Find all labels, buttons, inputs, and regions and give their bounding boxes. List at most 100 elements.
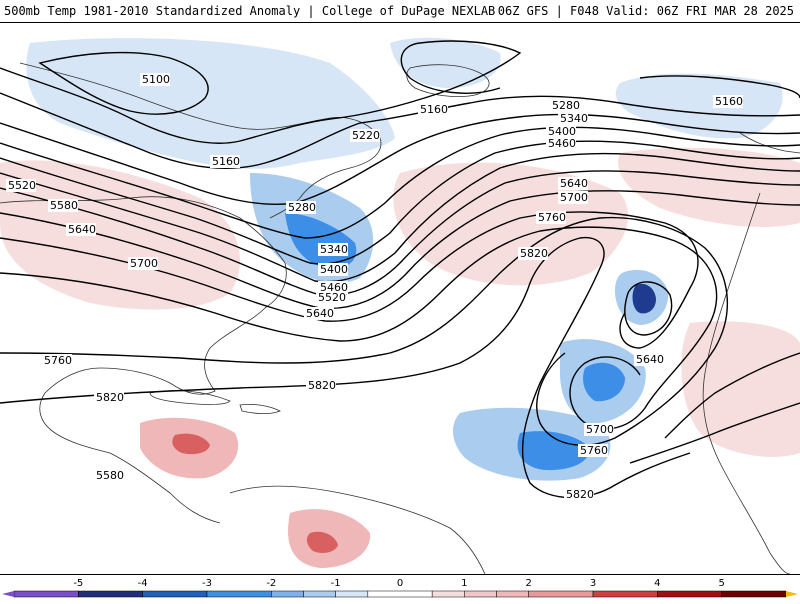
contour-label: 5760 [42, 354, 72, 367]
colorbar-tick-label: -5 [73, 578, 83, 589]
cold-anomaly-south-core [517, 431, 590, 471]
contour-5640-cutoff [624, 281, 673, 336]
colorbar-tick-label: 1 [461, 578, 467, 589]
contour-label: 5280 [286, 201, 316, 214]
svg-text:5220: 5220 [352, 129, 380, 142]
height-contours [0, 40, 800, 499]
africa-coast [702, 192, 791, 574]
colorbar-bin [592, 590, 658, 598]
svg-text:5280: 5280 [552, 99, 580, 112]
colorbar-low-extend [2, 591, 14, 597]
colorbar-tick-label: -1 [331, 578, 341, 589]
warm-anomaly-south-america-core [306, 531, 338, 553]
anomaly-shading [0, 37, 800, 568]
contour-5220 [0, 92, 800, 169]
colorbar-bin [335, 590, 369, 598]
svg-text:5340: 5340 [320, 243, 348, 256]
contour-label: 5220 [350, 129, 380, 142]
svg-text:5640: 5640 [68, 223, 96, 236]
contour-label: 5640 [304, 307, 334, 320]
contour-label: 5520 [316, 291, 346, 304]
colorbar-bin [528, 590, 594, 598]
svg-text:5280: 5280 [288, 201, 316, 214]
colorbar-bin [13, 590, 79, 598]
contour-5160-north [0, 40, 522, 144]
svg-text:5520: 5520 [318, 291, 346, 304]
svg-text:5760: 5760 [44, 354, 72, 367]
contour-label: 5640 [558, 177, 588, 190]
contour-label: 5340 [318, 243, 348, 256]
contour-label: 5640 [634, 353, 664, 366]
contour-label: 5820 [94, 391, 124, 404]
colorbar-bin [142, 590, 208, 598]
svg-text:5760: 5760 [538, 211, 566, 224]
cold-anomaly-north [26, 38, 395, 169]
contour-label: 5400 [318, 263, 348, 276]
map-header: 500mb Temp 1981-2010 Standardized Anomal… [0, 0, 800, 22]
contour-label: 5640 [66, 223, 96, 236]
contour-label: 5160 [713, 95, 743, 108]
colorbar-bin [206, 590, 272, 598]
contour-5280 [0, 113, 800, 205]
contour-5820 [0, 236, 691, 499]
colorbar-tick-label: -2 [266, 578, 276, 589]
svg-text:5580: 5580 [50, 199, 78, 212]
colorbar-tick-label: 5 [718, 578, 724, 589]
contour-label: 5460 [318, 281, 348, 294]
colorbar-bin [271, 590, 304, 598]
svg-text:5700: 5700 [560, 191, 588, 204]
contour-label: 5580 [94, 469, 124, 482]
svg-text:5160: 5160 [715, 95, 743, 108]
contour-5760-east [629, 402, 800, 464]
greenland-coast [406, 64, 490, 97]
colorbar-bin [78, 590, 143, 598]
svg-text:5760: 5760 [580, 444, 608, 457]
contour-label: 5280 [550, 99, 580, 112]
svg-text:5100: 5100 [142, 73, 170, 86]
warm-anomaly-se-us [0, 160, 240, 310]
canada-coast [19, 62, 382, 219]
contour-5520 [0, 170, 800, 297]
contour-5640 [0, 211, 699, 349]
contour-5700 [0, 226, 718, 430]
map-canvas: 5100 5160 5160 5160 5220 5280 5280 5340 … [0, 37, 800, 574]
contour-label: 5820 [564, 488, 594, 501]
europe-coast [739, 132, 800, 154]
svg-text:5820: 5820 [308, 379, 336, 392]
svg-text:5160: 5160 [212, 155, 240, 168]
svg-text:5820: 5820 [520, 247, 548, 260]
cold-anomaly-greenland [390, 37, 501, 88]
colorbar-tick-label: -4 [138, 578, 148, 589]
colorbar-bin [721, 590, 787, 598]
weather-map: 5100 5160 5160 5160 5220 5280 5280 5340 … [0, 22, 800, 575]
svg-text:5700: 5700 [130, 257, 158, 270]
warm-anomaly-africa [681, 321, 800, 457]
svg-text:5520: 5520 [8, 179, 36, 192]
cold-anomaly-cutoff-core [632, 283, 656, 314]
svg-text:5460: 5460 [320, 281, 348, 294]
contour-label: 5520 [6, 179, 36, 192]
colorbar-bin [496, 590, 529, 598]
svg-text:5400: 5400 [320, 263, 348, 276]
colorbar-tick-label: -3 [202, 578, 212, 589]
south-america-coast [229, 485, 486, 574]
colorbar-bin [367, 590, 433, 598]
svg-text:5820: 5820 [96, 391, 124, 404]
land-outlines [0, 62, 800, 574]
svg-text:5340: 5340 [560, 112, 588, 125]
svg-text:5640: 5640 [306, 307, 334, 320]
colorbar-bin [303, 590, 336, 598]
contour-label: 5700 [558, 191, 588, 204]
colorbar-bin [657, 590, 722, 598]
contour-label: 5700 [128, 257, 158, 270]
svg-text:5640: 5640 [636, 353, 664, 366]
svg-text:5160: 5160 [420, 103, 448, 116]
contour-label: 5820 [518, 247, 548, 260]
contour-label: 5760 [578, 444, 608, 457]
hispaniola [239, 403, 281, 415]
contour-label: 5340 [558, 112, 588, 125]
model-run-info: 06Z GFS | F048 Valid: 06Z FRI MAR 28 202… [497, 4, 794, 18]
map-title: 500mb Temp 1981-2010 Standardized Anomal… [4, 4, 496, 18]
contour-5400 [0, 140, 800, 265]
svg-text:5640: 5640 [560, 177, 588, 190]
